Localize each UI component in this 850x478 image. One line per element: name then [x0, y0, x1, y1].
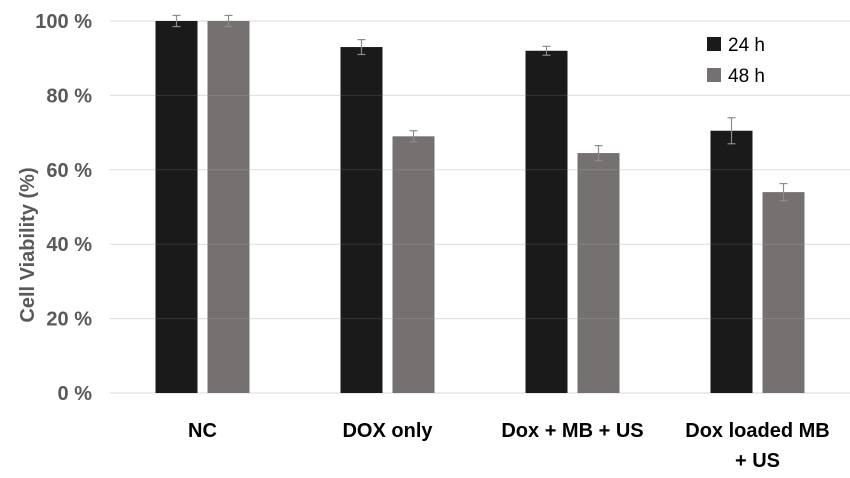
- x-category-label: DOX only: [342, 420, 433, 442]
- y-tick-label: 0 %: [58, 383, 93, 405]
- bars: [110, 14, 850, 394]
- x-axis-categories: NC DOX only Dox + MB + US Dox loaded MB + US: [188, 420, 830, 472]
- legend: 24 h 48 h: [707, 35, 765, 87]
- y-tick-label: 40 %: [46, 234, 92, 256]
- bar-24h-2: [525, 50, 568, 393]
- y-tick-label: 100 %: [35, 11, 92, 33]
- legend-swatch: [707, 68, 721, 82]
- y-tick-label: 80 %: [46, 85, 92, 107]
- bar-24h-3: [710, 130, 753, 394]
- x-category-label: Dox loaded MB: [685, 420, 829, 442]
- error-bar: [594, 145, 603, 162]
- y-axis-label: Cell Viability (%): [17, 167, 39, 322]
- error-bar: [357, 38, 366, 56]
- y-tick-label: 60 %: [46, 160, 92, 182]
- error-bar: [224, 14, 233, 28]
- bar-24h-1: [340, 47, 383, 393]
- error-bar: [542, 45, 551, 56]
- x-category-label: NC: [188, 420, 217, 442]
- error-bar: [172, 14, 181, 28]
- x-category-label: + US: [735, 450, 780, 472]
- error-bar: [727, 117, 736, 145]
- x-category-label: Dox + MB + US: [501, 420, 643, 442]
- y-tick-label: 20 %: [46, 309, 92, 331]
- legend-label: 48 h: [728, 66, 765, 87]
- legend-label: 24 h: [728, 35, 765, 56]
- y-axis-ticks: 0 % 20 % 40 % 60 % 80 % 100 %: [35, 11, 92, 405]
- bar-48h-3: [762, 192, 805, 393]
- bar-48h-2: [577, 153, 620, 393]
- legend-swatch: [707, 37, 721, 51]
- error-bar: [409, 130, 418, 143]
- bar-48h-1: [392, 136, 435, 393]
- bar-24h-0: [155, 21, 198, 393]
- bar-48h-0: [207, 21, 250, 393]
- error-bar: [779, 182, 788, 202]
